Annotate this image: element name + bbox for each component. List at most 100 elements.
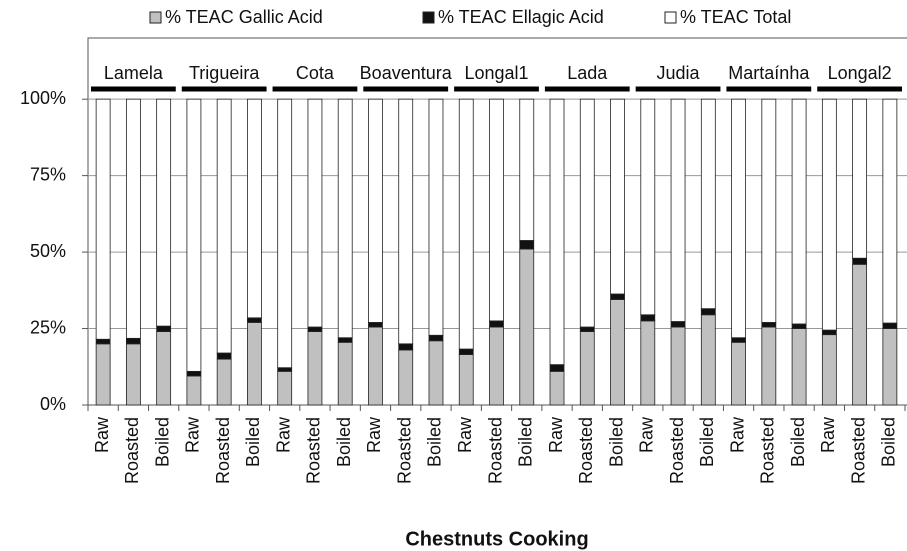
bar-segment: [791, 323, 807, 329]
x-tick-label: Boiled: [697, 417, 717, 467]
bar-segment: [307, 98, 323, 328]
x-tick-label: Boiled: [334, 417, 354, 467]
bar-segment: [95, 98, 111, 340]
bar-segment: [398, 343, 414, 351]
bar-segment: [428, 340, 444, 406]
bar-segment: [610, 98, 625, 295]
bar-segment: [549, 98, 565, 366]
bar-segment: [882, 98, 898, 324]
group-label: Judia: [657, 63, 701, 83]
legend-swatch: [664, 11, 677, 24]
x-tick-label: Raw: [183, 416, 203, 453]
legend-swatch: [149, 11, 162, 24]
legend-swatch: [422, 11, 435, 24]
x-tick-label: Boiled: [788, 417, 808, 467]
bar-segment: [670, 98, 686, 322]
bar-segment: [882, 322, 898, 329]
bar-segment: [519, 98, 535, 241]
x-tick-label: Raw: [273, 416, 293, 453]
y-tick-label: 25%: [30, 317, 66, 337]
group-label: Boaventura: [360, 63, 453, 83]
bar-segment: [821, 329, 837, 336]
bar-segment: [216, 352, 232, 360]
bar-segment: [186, 375, 202, 406]
x-tick-label: Roasted: [213, 417, 233, 484]
bar-segment: [458, 348, 474, 355]
bar-segment: [731, 337, 746, 343]
bar-segment: [277, 370, 293, 406]
bar-segment: [458, 354, 474, 406]
group-label: Lamela: [104, 63, 164, 83]
x-tick-label: Roasted: [122, 417, 142, 484]
bar-segment: [125, 337, 141, 345]
bar-segment: [610, 293, 625, 300]
bar-segment: [761, 326, 777, 406]
bar-segment: [277, 367, 293, 372]
bar-segment: [731, 341, 746, 406]
x-tick-label: Raw: [546, 416, 566, 453]
y-tick-label: 100%: [20, 88, 66, 108]
bar-segment: [489, 326, 504, 406]
bar-segment: [337, 337, 353, 343]
bar-segment: [852, 257, 868, 265]
bar-segment: [398, 349, 414, 406]
bar-segment: [882, 328, 898, 406]
x-tick-label: Boiled: [243, 417, 263, 467]
bar-segment: [95, 343, 111, 406]
y-tick-label: 0%: [40, 394, 66, 414]
x-tick-label: Roasted: [758, 417, 778, 484]
x-tick-label: Raw: [727, 416, 747, 453]
x-tick-label: Roasted: [848, 417, 868, 484]
group-label: Trigueira: [189, 63, 260, 83]
bar-segment: [125, 98, 141, 339]
y-tick-label: 50%: [30, 241, 66, 261]
x-tick-label: Boiled: [879, 417, 899, 467]
x-tick-label: Raw: [364, 416, 384, 453]
bar-segment: [761, 322, 777, 328]
y-tick-label: 75%: [30, 164, 66, 184]
bar-segment: [337, 98, 353, 339]
bar-segment: [579, 98, 595, 328]
bar-segment: [216, 98, 232, 354]
bar-segment: [821, 334, 837, 406]
bar-segment: [549, 364, 565, 372]
bar-segment: [731, 98, 746, 339]
bar-segment: [337, 341, 353, 406]
bar-segment: [489, 98, 504, 322]
bar-segment: [247, 98, 262, 319]
x-tick-label: Raw: [455, 416, 475, 453]
legend-label: % TEAC Total: [680, 7, 791, 27]
x-axis-title: Chestnuts Cooking: [405, 528, 588, 550]
x-tick-label: Boiled: [152, 417, 172, 467]
bar-segment: [125, 343, 141, 406]
bar-segment: [489, 320, 504, 328]
bar-segment: [156, 325, 172, 333]
x-tick-label: Roasted: [485, 417, 505, 484]
bar-segment: [549, 370, 565, 406]
bar-segment: [368, 326, 383, 406]
bar-segment: [186, 98, 202, 372]
group-label: Martaínha: [728, 63, 810, 83]
bar-segment: [610, 299, 625, 406]
x-tick-label: Boiled: [516, 417, 536, 467]
bar-segment: [458, 98, 474, 350]
x-tick-label: Roasted: [394, 417, 414, 484]
x-tick-label: Raw: [92, 416, 112, 453]
bar-segment: [640, 98, 656, 316]
x-tick-label: Boiled: [606, 417, 626, 467]
bar-segment: [186, 370, 202, 377]
x-tick-label: Boiled: [425, 417, 445, 467]
x-tick-label: Raw: [818, 416, 838, 453]
bar-segment: [640, 314, 656, 322]
bar-segment: [247, 317, 262, 323]
bar-segment: [700, 308, 716, 316]
bar-segment: [791, 98, 807, 325]
bar-segment: [670, 326, 686, 406]
bar-segment: [700, 314, 716, 406]
legend-label: % TEAC Ellagic Acid: [438, 7, 604, 27]
bar-segment: [307, 326, 323, 333]
group-label: Longal1: [464, 63, 528, 83]
bar-segment: [852, 98, 868, 259]
bar-segment: [791, 328, 807, 406]
